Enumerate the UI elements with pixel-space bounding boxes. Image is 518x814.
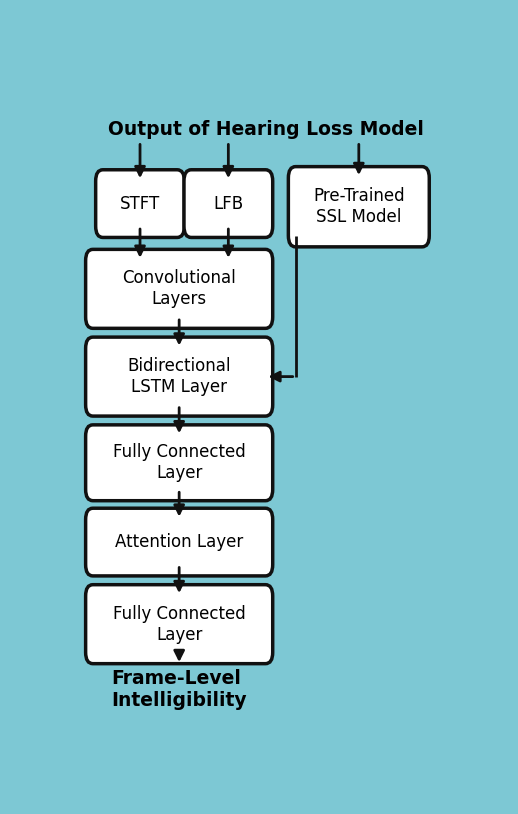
FancyBboxPatch shape xyxy=(289,167,429,247)
FancyBboxPatch shape xyxy=(184,170,272,238)
FancyBboxPatch shape xyxy=(59,85,472,738)
Text: Attention Layer: Attention Layer xyxy=(115,533,243,551)
Text: Fully Connected
Layer: Fully Connected Layer xyxy=(113,605,246,644)
Text: Output of Hearing Loss Model: Output of Hearing Loss Model xyxy=(108,120,423,138)
Text: Pre-Trained
SSL Model: Pre-Trained SSL Model xyxy=(313,187,405,226)
Text: Convolutional
Layers: Convolutional Layers xyxy=(122,269,236,309)
Text: Fully Connected
Layer: Fully Connected Layer xyxy=(113,444,246,482)
Text: Frame-Level
Intelligibility: Frame-Level Intelligibility xyxy=(111,669,247,711)
FancyBboxPatch shape xyxy=(85,249,272,328)
FancyBboxPatch shape xyxy=(85,425,272,501)
FancyBboxPatch shape xyxy=(96,170,184,238)
Text: LFB: LFB xyxy=(213,195,243,212)
FancyBboxPatch shape xyxy=(85,584,272,663)
Text: STFT: STFT xyxy=(120,195,160,212)
Text: Bidirectional
LSTM Layer: Bidirectional LSTM Layer xyxy=(127,357,231,396)
FancyBboxPatch shape xyxy=(85,508,272,576)
FancyBboxPatch shape xyxy=(85,337,272,416)
